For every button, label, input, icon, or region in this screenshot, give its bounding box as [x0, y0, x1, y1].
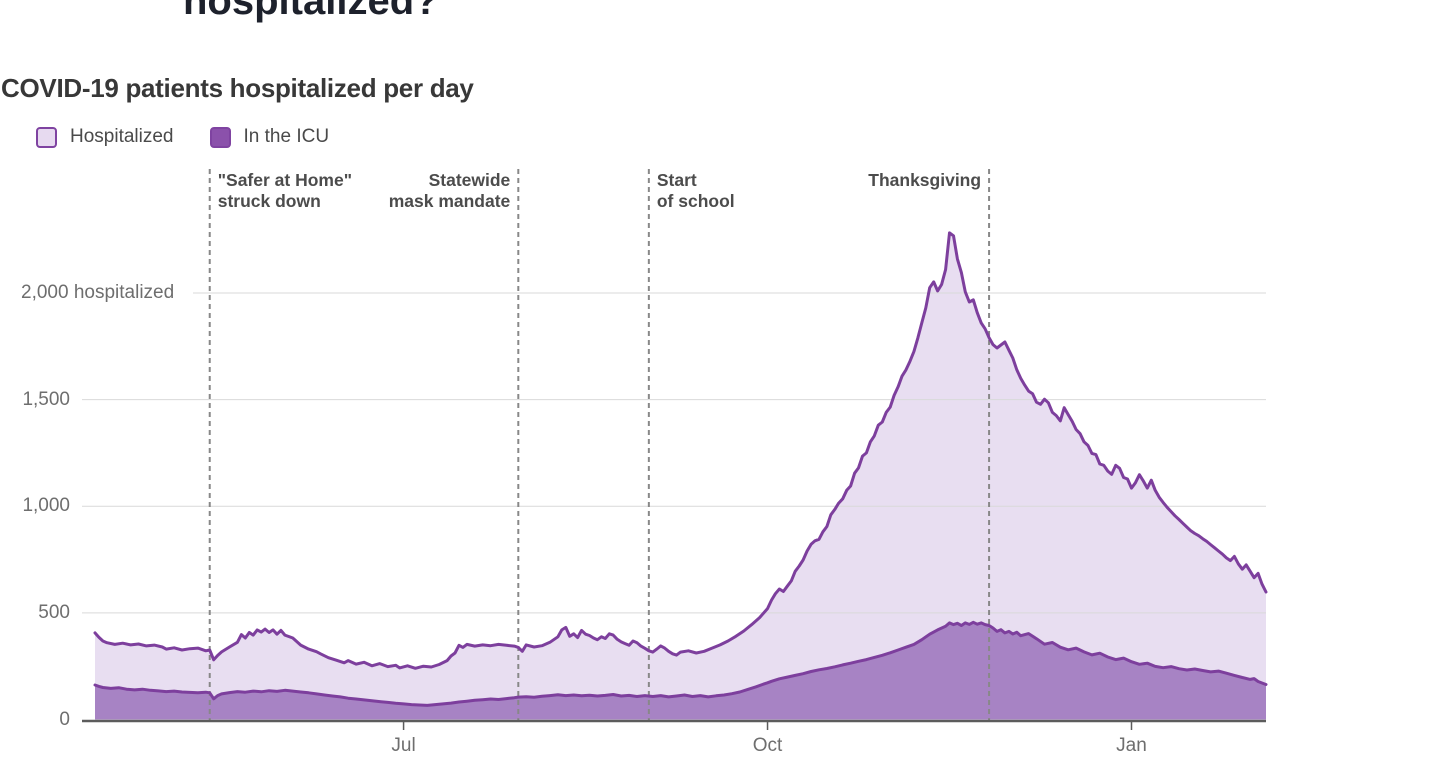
- hospitalized-line: [93, 231, 1268, 670]
- hospitalized-area: [95, 232, 1266, 720]
- legend-item-hospitalized: Hospitalized: [36, 126, 174, 148]
- legend-label-icu: In the ICU: [243, 126, 330, 147]
- chart-title: COVID-19 patients hospitalized per day: [1, 73, 474, 103]
- legend-item-icu: In the ICU: [209, 126, 330, 148]
- icu-line: [93, 620, 1268, 707]
- clipped-page-headline: hospitalized?: [183, 0, 603, 23]
- chart-legend: Hospitalized In the ICU: [36, 126, 351, 148]
- icu-area: [95, 622, 1266, 720]
- clipped-page-headline-text: hospitalized?: [183, 0, 439, 23]
- hospitalized-swatch-icon: [36, 126, 57, 148]
- legend-label-hospitalized: Hospitalized: [70, 126, 174, 147]
- icu-swatch-icon: [209, 126, 231, 148]
